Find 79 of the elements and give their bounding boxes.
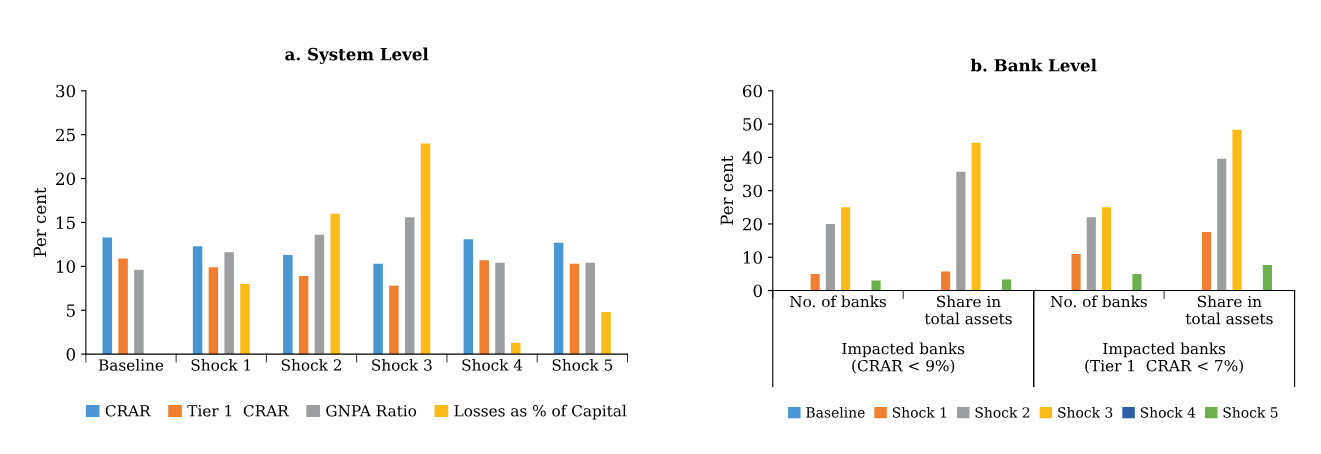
legend-label: Tier 1 CRAR [187, 405, 290, 417]
text: Impacted banks (CRAR < 9%) [842, 342, 965, 374]
bar [1262, 264, 1272, 291]
legend-label: Losses as % of Capital [454, 404, 627, 420]
chart-title: a. System Level [285, 47, 429, 64]
bar [404, 217, 415, 355]
bar [1086, 217, 1096, 291]
y-tick-label: 0 [66, 348, 76, 361]
x-tick-label: Shock 1 [191, 358, 251, 371]
x-tick-label: No. of banks [789, 295, 886, 308]
y-tick-label: 20 [742, 217, 762, 231]
bar [330, 213, 340, 355]
bar [192, 246, 203, 355]
bar [1001, 279, 1012, 291]
bar [1132, 273, 1142, 291]
y-tick-label: 60 [742, 84, 762, 98]
legend-label: Shock 3 [1058, 406, 1113, 418]
legend-label: Shock 5 [1223, 406, 1278, 418]
bar [1232, 129, 1242, 291]
bar [373, 263, 383, 355]
bar [118, 258, 128, 355]
bar [841, 207, 851, 291]
bar [956, 171, 966, 291]
x-tick-label: Shock 3 [372, 358, 432, 371]
x-tick-label: Baseline [98, 358, 164, 371]
y-axis-title: Per cent [720, 155, 734, 225]
y-tick-label: 25 [56, 128, 75, 142]
bar [1101, 207, 1112, 291]
bar [569, 263, 580, 355]
x-tick-label: No. of banks [1050, 295, 1147, 308]
y-tick-label: 0 [753, 284, 762, 298]
bar [495, 262, 505, 355]
bar [240, 283, 250, 355]
bar [971, 142, 981, 291]
bar [479, 260, 489, 355]
bar [553, 242, 564, 355]
bar [810, 273, 820, 291]
legend-label: Shock 1 [892, 406, 947, 418]
bar [601, 311, 611, 355]
legend-label: Shock 2 [975, 406, 1030, 418]
bar [420, 143, 431, 355]
bar [585, 262, 595, 355]
bar [1217, 158, 1227, 291]
x-tick-label: Share in total assets [1185, 295, 1273, 325]
bar [825, 223, 835, 291]
bar [134, 269, 144, 355]
y-tick-label: 5 [66, 304, 75, 317]
legend-label: Baseline [806, 406, 865, 418]
y-tick-label: 20 [56, 172, 76, 186]
x-tick-label: Shock 5 [552, 358, 613, 371]
x-tick-label: Share in total assets [924, 295, 1012, 325]
y-tick-label: 10 [743, 251, 762, 264]
y-tick-label: 30 [56, 84, 76, 98]
bar [298, 276, 309, 355]
bar [102, 237, 113, 355]
x-tick-label: Shock 2 [281, 358, 341, 371]
bar [1201, 231, 1212, 291]
bar [314, 234, 325, 355]
bar [511, 342, 521, 355]
y-tick-label: 50 [743, 118, 762, 131]
x-tick-label: Shock 4 [462, 358, 523, 371]
bar [224, 252, 234, 355]
text: Impacted banks (Tier 1 CRAR < 7%) [1085, 342, 1243, 374]
bar [208, 267, 219, 355]
y-tick-label: 40 [742, 151, 762, 164]
bar [941, 271, 951, 291]
bar [283, 254, 293, 355]
bar [871, 280, 881, 291]
y-tick-label: 15 [56, 216, 75, 230]
legend-label: Shock 4 [1140, 406, 1196, 418]
bar [389, 285, 399, 355]
legend-label: GNPA Ratio [326, 405, 417, 417]
chart-title: b. Bank Level [970, 58, 1097, 72]
bar [463, 239, 474, 355]
legend-label: CRAR [105, 405, 151, 417]
y-axis-title: Per cent [33, 187, 47, 257]
y-tick-label: 30 [743, 184, 762, 198]
y-tick-label: 10 [56, 260, 76, 273]
bar [1071, 253, 1081, 291]
